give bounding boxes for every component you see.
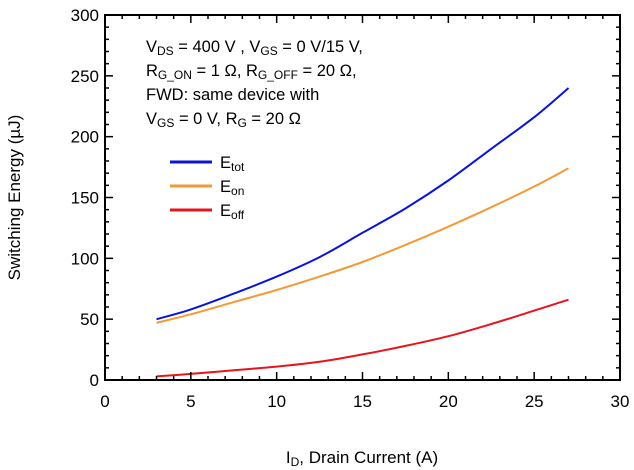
- series-line-on: [156, 167, 569, 324]
- x-tick-label: 10: [267, 392, 286, 411]
- x-tick-label: 0: [100, 392, 109, 411]
- y-axis-title: Switching Energy (µJ): [5, 115, 24, 281]
- series-layer: [156, 87, 570, 378]
- y-tick-label: 300: [71, 6, 99, 25]
- axis-labels: 0 5 10 15 20 25 30050100150200250300Switching …: [5, 6, 629, 469]
- y-tick-label: 50: [80, 310, 99, 329]
- x-tick-label: 30: [611, 392, 630, 411]
- x-tick-label: 25: [525, 392, 544, 411]
- y-tick-label: 100: [71, 249, 99, 268]
- annotation-line: FWD: same device with: [146, 86, 319, 104]
- test-conditions-annotation: VDS = 400 V , VGS = 0 V/15 V, RG_ON = 1 Ω…: [146, 38, 363, 130]
- y-tick-label: 150: [71, 189, 99, 208]
- legend-label-tot: Etot: [220, 154, 245, 174]
- y-tick-label: 200: [71, 128, 99, 147]
- y-tick-label: 250: [71, 67, 99, 86]
- x-tick-label: 5: [186, 392, 195, 411]
- series-line-tot: [156, 87, 570, 321]
- legend: Etot Eon Eoff: [170, 154, 245, 222]
- x-axis-title: ID, Drain Current (A): [286, 448, 438, 469]
- axes: [104, 14, 621, 381]
- x-tick-label: 15: [353, 392, 372, 411]
- annotation-line: RG_ON = 1 Ω, RG_OFF = 20 Ω,: [146, 62, 357, 82]
- annotation-line: VGS = 0 V, RG = 20 Ω: [146, 110, 301, 130]
- legend-label-off: Eoff: [220, 202, 245, 222]
- series-line-off: [156, 298, 569, 378]
- annotation-line: VDS = 400 V , VGS = 0 V/15 V,: [146, 38, 363, 58]
- y-tick-label: 0: [90, 371, 99, 390]
- legend-label-on: Eon: [220, 178, 244, 198]
- x-tick-label: 20: [439, 392, 458, 411]
